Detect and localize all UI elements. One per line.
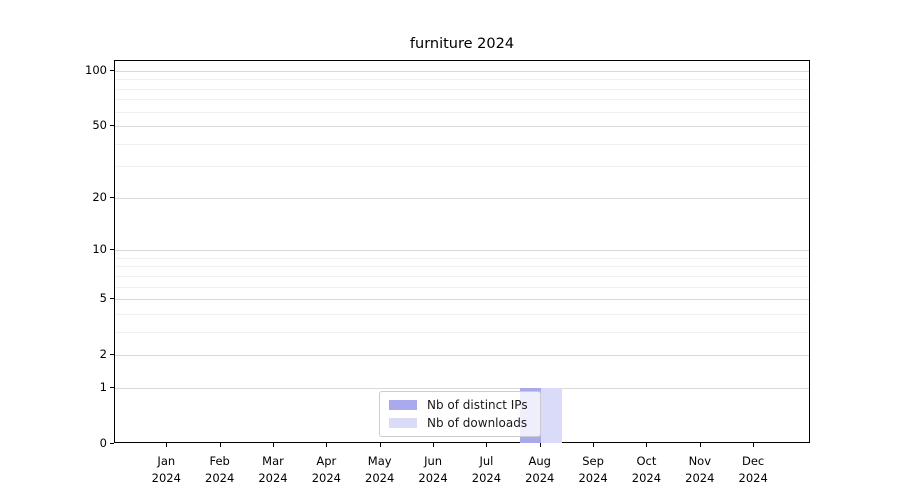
y-tick-mark <box>110 249 114 251</box>
y-tick-mark <box>110 69 114 71</box>
x-tick-month: Aug <box>528 454 551 468</box>
x-tick-month: Apr <box>316 454 337 468</box>
x-tick-month: May <box>367 454 392 468</box>
x-tick-label: Apr 2024 <box>296 453 356 487</box>
x-tick-mark <box>699 443 701 447</box>
major-gridline <box>115 250 809 252</box>
y-tick-label: 0 <box>99 436 107 450</box>
legend: Nb of distinct IPs Nb of downloads <box>379 391 541 437</box>
major-gridline <box>115 70 809 72</box>
chart-title: furniture 2024 <box>409 36 515 52</box>
minor-gridline <box>115 286 809 288</box>
minor-gridline <box>115 143 809 145</box>
y-tick-mark <box>110 196 114 198</box>
minor-gridline <box>115 257 809 259</box>
x-tick-year: 2024 <box>578 471 608 485</box>
major-gridline <box>115 355 809 357</box>
minor-gridline <box>115 88 809 90</box>
x-tick-label: Jan 2024 <box>136 453 196 487</box>
x-tick-mark <box>753 443 755 447</box>
x-tick-label: Jun 2024 <box>403 453 463 487</box>
x-tick-year: 2024 <box>151 471 181 485</box>
minor-gridline <box>115 166 809 168</box>
x-tick-mark <box>166 443 168 447</box>
x-tick-year: 2024 <box>311 471 341 485</box>
y-tick-label: 100 <box>85 62 107 77</box>
y-tick-mark <box>110 125 114 127</box>
y-tick-label: 50 <box>92 118 107 133</box>
y-tick-mark <box>110 298 114 300</box>
minor-gridline <box>115 313 809 315</box>
x-tick-label: Nov 2024 <box>670 453 730 487</box>
y-tick-label: 20 <box>92 189 107 204</box>
x-tick-month: Jul <box>479 454 494 468</box>
x-tick-label: Dec 2024 <box>723 453 783 487</box>
y-tick-mark <box>110 386 114 388</box>
x-tick-label: Oct 2024 <box>616 453 676 487</box>
y-tick-label: 10 <box>92 242 107 257</box>
x-tick-year: 2024 <box>631 471 662 485</box>
x-tick-year: 2024 <box>525 471 555 485</box>
plot-area <box>114 60 810 443</box>
major-gridline <box>115 299 809 301</box>
x-tick-month: Sep <box>582 454 604 468</box>
x-tick-mark <box>433 443 435 447</box>
minor-gridline <box>115 111 809 113</box>
x-tick-mark <box>219 443 221 447</box>
legend-label: Nb of distinct IPs <box>427 398 528 412</box>
x-tick-month: Feb <box>209 454 230 468</box>
x-tick-mark <box>593 443 595 447</box>
x-tick-month: Dec <box>742 454 765 468</box>
legend-item: Nb of downloads <box>389 416 533 430</box>
legend-label: Nb of downloads <box>427 416 528 430</box>
x-tick-mark <box>539 443 541 447</box>
major-gridline <box>115 126 809 128</box>
x-tick-month: Jan <box>157 454 176 468</box>
minor-gridline <box>115 79 809 81</box>
x-tick-label: Jul 2024 <box>456 453 516 487</box>
x-tick-year: 2024 <box>258 471 288 485</box>
minor-gridline <box>115 99 809 101</box>
x-tick-mark <box>273 443 274 447</box>
x-tick-label: May 2024 <box>350 453 410 487</box>
y-tick-mark <box>110 354 114 356</box>
x-tick-year: 2024 <box>471 471 502 485</box>
minor-gridline <box>115 266 809 268</box>
y-tick-mark <box>110 443 114 444</box>
x-tick-year: 2024 <box>418 471 448 485</box>
legend-swatch <box>389 418 417 428</box>
minor-gridline <box>115 331 809 333</box>
x-tick-mark <box>326 443 328 447</box>
x-tick-year: 2024 <box>738 471 768 485</box>
x-tick-year: 2024 <box>205 471 235 485</box>
x-tick-year: 2024 <box>365 471 395 485</box>
x-tick-label: Feb 2024 <box>190 453 250 487</box>
x-tick-mark <box>379 443 381 447</box>
y-tick-label: 5 <box>99 291 107 306</box>
minor-gridline <box>115 275 809 277</box>
x-tick-label: Sep 2024 <box>563 453 623 487</box>
x-tick-month: Mar <box>262 454 284 468</box>
major-gridline <box>115 387 809 389</box>
x-tick-month: Jun <box>424 454 443 468</box>
major-gridline <box>115 197 809 199</box>
x-tick-month: Nov <box>688 454 712 468</box>
x-tick-year: 2024 <box>685 471 715 485</box>
bar-downloads <box>540 387 562 443</box>
x-tick-label: Mar 2024 <box>243 453 303 487</box>
legend-item: Nb of distinct IPs <box>389 398 533 412</box>
x-tick-mark <box>486 443 488 447</box>
y-tick-label: 2 <box>99 347 107 362</box>
y-tick-label: 1 <box>99 379 107 394</box>
x-tick-label: Aug 2024 <box>510 453 570 487</box>
x-tick-month: Oct <box>636 454 657 468</box>
legend-swatch <box>389 400 417 410</box>
x-tick-mark <box>646 443 648 447</box>
